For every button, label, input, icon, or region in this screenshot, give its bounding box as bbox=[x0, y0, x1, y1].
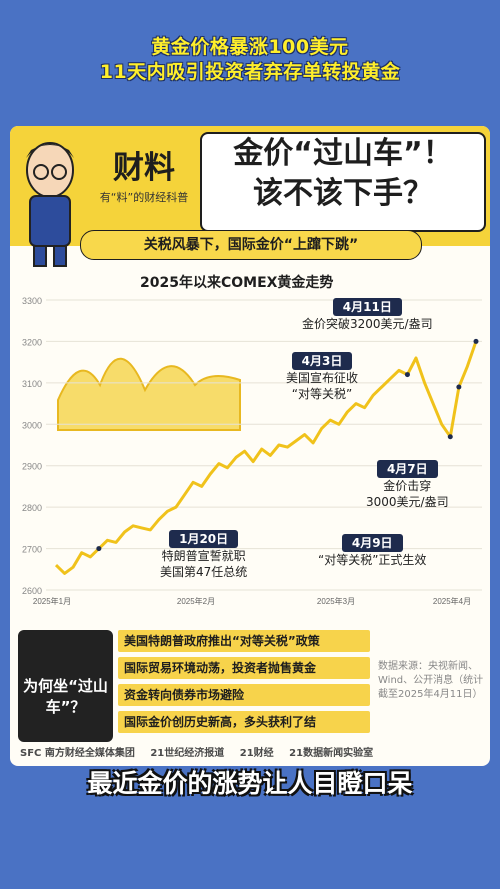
callout-jan20: 1月20日 特朗普宣誓就职 美国第47任总统 bbox=[160, 530, 247, 580]
reason-item: 资金转向债券市场避险 bbox=[118, 684, 370, 706]
event-marker bbox=[456, 384, 462, 390]
header-line-1: 黄金价格暴涨100美元 bbox=[151, 36, 349, 58]
sponsor: 21世纪经济报道 bbox=[150, 748, 225, 759]
callout-text: “对等关税”正式生效 bbox=[318, 553, 427, 567]
gold-price-chart: 2600 2700 2800 2900 3000 3100 3200 3300 2025年1月 2… bbox=[22, 296, 482, 606]
callout-apr3: 4月3日 美国宣布征收 “对等关税” bbox=[286, 352, 358, 402]
chart-title: 2025年以来COMEX黄金走势 bbox=[140, 275, 334, 291]
reasons-list: 美国特朗普政府推出“对等关税”政策 国际贸易环境动荡，投资者抛售黄金 资金转向债… bbox=[118, 630, 370, 738]
reason-item: 美国特朗普政府推出“对等关税”政策 bbox=[118, 630, 370, 652]
brand-slogan: 有“料”的财经科普 bbox=[99, 191, 189, 204]
reason-item: 国际贸易环境动荡，投资者抛售黄金 bbox=[118, 657, 370, 679]
y-tick-label: 2900 bbox=[22, 462, 42, 472]
y-tick-label: 2800 bbox=[22, 503, 42, 513]
video-subtitle: 最近金价的涨势让人目瞪口呆 bbox=[87, 769, 413, 798]
why-box: 为何坐“过山车”？ bbox=[18, 630, 113, 742]
x-tick-label: 2025年2月 bbox=[177, 596, 215, 606]
x-tick-label: 2025年1月 bbox=[33, 596, 71, 606]
data-source: 数据来源：央视新闻、Wind、公开消息（统计截至2025年4月11日） bbox=[378, 661, 484, 700]
callout-date: 4月11日 bbox=[332, 298, 402, 316]
callout-text: 美国宣布征收 bbox=[286, 371, 359, 385]
callout-apr7: 4月7日 金价击穿 3000美元/盎司 bbox=[366, 460, 449, 510]
tagline: 关税风暴下，国际金价“上蹿下跳” bbox=[80, 230, 422, 260]
sponsor: SFC 南方财经全媒体集团 bbox=[20, 748, 135, 759]
cartoon-avatar bbox=[26, 142, 74, 267]
sponsor: 21数据新闻实验室 bbox=[289, 748, 374, 759]
headline-line-2: 该不该下手？ bbox=[253, 176, 433, 211]
event-marker bbox=[96, 546, 102, 552]
callout-text: 金价突破3200美元/盎司 bbox=[302, 317, 433, 331]
event-marker bbox=[404, 372, 410, 378]
callout-date: 4月7日 bbox=[376, 460, 438, 478]
headline: 金价“过山车”！ 该不该下手？ bbox=[200, 132, 486, 232]
sponsor-logos: SFC 南方财经全媒体集团 21世纪经济报道 21财经 21数据新闻实验室 bbox=[20, 744, 490, 766]
callout-text: 金价击穿 bbox=[383, 479, 432, 493]
y-tick-label: 2600 bbox=[22, 586, 42, 596]
roller-coaster-illustration bbox=[57, 357, 241, 431]
callout-text: 美国第47任总统 bbox=[160, 565, 248, 579]
y-tick-label: 3100 bbox=[22, 379, 42, 389]
sponsor: 21财经 bbox=[239, 748, 274, 759]
reason-item: 国际金价创历史新高，多头获利了结 bbox=[118, 711, 370, 733]
why-label: 为何坐“过山车”？ bbox=[23, 677, 108, 716]
brand-name: 财料 bbox=[113, 150, 175, 186]
event-marker bbox=[447, 434, 453, 440]
callout-text: “对等关税” bbox=[291, 387, 353, 401]
x-tick-label: 2025年4月 bbox=[433, 596, 471, 606]
callout-date: 4月3日 bbox=[291, 352, 353, 370]
callout-apr9: 4月9日 “对等关税”正式生效 bbox=[318, 534, 426, 568]
y-tick-label: 2700 bbox=[22, 545, 42, 555]
callout-text: 特朗普宣誓就职 bbox=[161, 549, 246, 563]
y-tick-label: 3300 bbox=[22, 296, 42, 306]
y-tick-label: 3000 bbox=[22, 420, 42, 430]
y-tick-label: 3200 bbox=[22, 337, 42, 347]
header-line-2: 11天内吸引投资者弃存单转投黄金 bbox=[99, 61, 401, 83]
callout-text: 3000美元/盎司 bbox=[366, 495, 449, 509]
headline-line-1: 金价“过山车”！ bbox=[233, 136, 453, 171]
brand: 财料 有“料”的财经科普 bbox=[88, 142, 200, 205]
callout-date: 1月20日 bbox=[169, 530, 239, 548]
event-marker bbox=[473, 338, 479, 344]
callout-apr11: 4月11日 金价突破3200美元/盎司 bbox=[302, 298, 433, 332]
callout-date: 4月9日 bbox=[341, 534, 403, 552]
x-tick-label: 2025年3月 bbox=[317, 596, 355, 606]
